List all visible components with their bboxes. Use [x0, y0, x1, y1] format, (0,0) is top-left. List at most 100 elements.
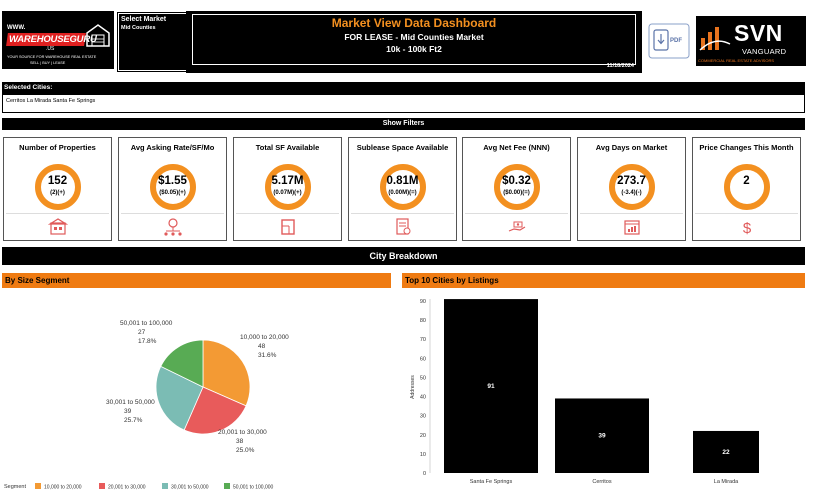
- kpi-card: Number of Properties 152 (2)(+): [3, 137, 112, 241]
- kpi-ring: [35, 164, 81, 210]
- pie-slice: [155, 365, 204, 431]
- dashboard-header: Market View Data Dashboard FOR LEASE - M…: [186, 11, 642, 73]
- kpi-change: ($0.00)(=): [503, 190, 530, 196]
- pie-slice-label: 39: [124, 408, 132, 415]
- warehouseguru-logo: WWW. WAREHOUSEGURU .US YOUR SOURCE FOR W…: [2, 11, 114, 69]
- logo-tagline: YOUR SOURCE FOR WAREHOUSE REAL ESTATE: [7, 55, 97, 59]
- kpi-title: Avg Asking Rate/SF/Mo: [130, 143, 215, 152]
- pie-slice-label: 30,001 to 50,000: [106, 399, 155, 406]
- y-axis-label: Addresses: [410, 375, 416, 399]
- x-tick-label: La Mirada: [714, 479, 739, 485]
- kpi-title: Total SF Available: [255, 143, 320, 152]
- y-tick-label: 20: [420, 433, 426, 439]
- kpi-divider: [580, 213, 683, 214]
- floorplan-icon: [281, 219, 295, 235]
- select-market-value: Mid Counties: [121, 25, 156, 31]
- kpi-card: Price Changes This Month 2 $: [692, 137, 801, 241]
- kpi-change: (0.07M)(+): [273, 190, 302, 196]
- y-tick-label: 0: [423, 471, 426, 477]
- x-tick-label: Cerritos: [592, 479, 612, 485]
- select-market-label: Select Market: [121, 16, 167, 23]
- kpi-title: Avg Days on Market: [595, 143, 668, 152]
- calendar-chart-icon: [624, 220, 640, 235]
- kpi-title: Price Changes This Month: [699, 143, 794, 152]
- logo-www: WWW.: [7, 25, 26, 31]
- kpi-value: $0.32: [502, 175, 531, 187]
- kpi-divider: [236, 213, 339, 214]
- bar: [444, 299, 538, 473]
- kpi-value: 5.17M: [271, 175, 304, 187]
- kpi-title: Avg Net Fee (NNN): [483, 143, 550, 152]
- y-tick-label: 10: [420, 452, 426, 458]
- dollar-icon: $: [743, 220, 752, 237]
- kpi-card: Avg Asking Rate/SF/Mo $1.55 ($0.05)(+): [118, 137, 227, 241]
- pie-slice-label: 25.7%: [124, 417, 143, 424]
- kpi-card: Total SF Available 5.17M (0.07M)(+): [233, 137, 342, 241]
- page-subtitle: FOR LEASE - Mid Counties Market: [344, 32, 484, 42]
- size-segment-header: By Size Segment: [2, 273, 391, 288]
- legend-swatch: [162, 483, 168, 489]
- pdf-label: PDF: [670, 38, 682, 44]
- kpi-value: 2: [743, 175, 750, 187]
- kpi-change: (-3.4)(-): [621, 190, 642, 196]
- kpi-divider: [695, 213, 798, 214]
- pie-slice-label: 48: [258, 343, 266, 350]
- kpi-title: Number of Properties: [19, 143, 96, 152]
- kpi-card: Avg Days on Market 273.7 (-3.4)(-): [577, 137, 686, 241]
- legend-swatch: [35, 483, 41, 489]
- pie-slice-label: 10,000 to 20,000: [240, 334, 289, 341]
- svg-text:$: $: [743, 220, 752, 237]
- kpi-divider: [6, 213, 109, 214]
- pie-slice-label: 38: [236, 438, 244, 445]
- page-title: Market View Data Dashboard: [331, 16, 497, 30]
- kpi-divider: [121, 213, 224, 214]
- logo-tagline2: SELL | BUY | LEASE: [30, 61, 66, 65]
- legend-item: 10,000 to 20,000: [44, 485, 82, 491]
- kpi-value: 152: [47, 175, 68, 187]
- pie-slice-label: 27: [138, 329, 146, 336]
- size-segment-pie-chart: 10,000 to 20,000 48 31.6% 20,001 to 30,000 3…: [4, 320, 289, 491]
- network-money-icon: [164, 218, 182, 236]
- kpi-value: $1.55: [158, 175, 187, 187]
- legend-swatch: [99, 483, 105, 489]
- kpi-ring: [724, 164, 770, 210]
- title-frame: [192, 14, 636, 65]
- bar: [693, 430, 759, 473]
- kpi-change: (2)(+): [50, 190, 65, 196]
- kpi-ring: [265, 164, 311, 210]
- bar: [555, 398, 649, 473]
- y-tick-label: 30: [420, 414, 426, 420]
- legend-title: Segment: [4, 484, 26, 490]
- building-icon: [48, 218, 68, 235]
- size-range: 10k - 100k Ft2: [386, 44, 442, 54]
- kpi-change: ($0.05)(+): [159, 190, 186, 196]
- pie-slice-label: 17.8%: [138, 338, 157, 345]
- pdf-icon: [648, 23, 690, 59]
- show-filters-button[interactable]: Show Filters: [2, 118, 805, 130]
- top-cities-header: Top 10 Cities by Listings: [402, 273, 805, 288]
- x-tick-label: Santa Fe Springs: [470, 479, 513, 485]
- kpi-divider: [351, 213, 454, 214]
- kpi-ring: [494, 164, 540, 210]
- pie-slice-label: 20,001 to 30,000: [218, 429, 267, 436]
- bar-value-label: 91: [487, 383, 495, 390]
- kpi-title: Sublease Space Available: [356, 143, 449, 152]
- sublease-document-icon: [396, 218, 411, 235]
- pdf-export-button[interactable]: PDF: [648, 23, 690, 59]
- brand-sub: VANGUARD: [742, 47, 787, 56]
- y-tick-label: 90: [420, 299, 426, 305]
- selected-cities-header: Selected Cities:: [2, 82, 805, 94]
- bar-value-label: 22: [722, 449, 730, 456]
- y-tick-label: 40: [420, 395, 426, 401]
- kpi-card: Avg Net Fee (NNN) $0.32 ($0.00)(=): [462, 137, 571, 241]
- legend-item: 20,001 to 30,000: [108, 485, 146, 491]
- legend-item: 50,001 to 100,000: [233, 485, 274, 491]
- top-cities-bar-chart: 0 10 20 30 40 50 60 70 80 90 Addresses 91 Santa Fe S…: [410, 299, 759, 485]
- kpi-divider: [465, 213, 568, 214]
- y-tick-label: 50: [420, 375, 426, 381]
- brand-name: SVN: [734, 20, 783, 46]
- hand-money-icon: [508, 221, 526, 232]
- warehouse-icon: [86, 24, 110, 47]
- kpi-ring: [380, 164, 426, 210]
- pie-slice: [202, 339, 251, 407]
